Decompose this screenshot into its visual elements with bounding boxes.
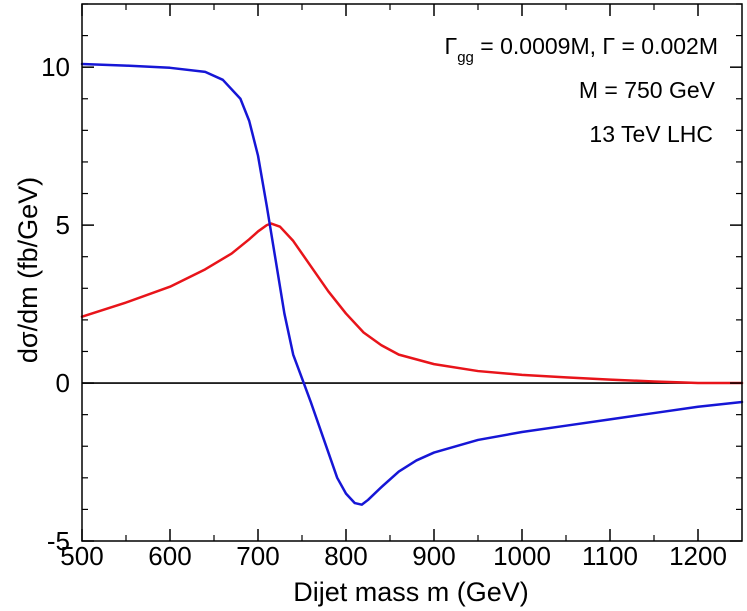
- x-tick-label: 1100: [582, 541, 638, 571]
- y-axis-label: dσ/dm (fb/GeV): [13, 177, 43, 363]
- x-tick-label: 1200: [669, 541, 727, 571]
- y-tick-label: 5: [56, 210, 70, 240]
- annotation-widths: Γgg = 0.0009M, Γ = 0.002M: [445, 33, 718, 66]
- ticks-layer: [81, 3, 742, 542]
- y-tick-label: -5: [47, 526, 70, 556]
- annotation-gamma-symbol: Γ: [445, 33, 458, 59]
- series-line-blue: [80, 62, 744, 506]
- annotation-widths-rest: = 0.0009M, Γ = 0.002M: [474, 33, 718, 59]
- annotation-energy: 13 TeV LHC: [589, 121, 713, 147]
- x-axis-label: Dijet mass m (GeV): [293, 577, 529, 607]
- x-tick-label: 600: [148, 541, 191, 571]
- y-tick-label: 0: [56, 368, 70, 398]
- plot-frame: [81, 3, 743, 542]
- x-tick-label: 500: [60, 541, 103, 571]
- x-tick-label: 900: [412, 541, 455, 571]
- x-tick-label: 1000: [493, 541, 551, 571]
- x-tick-label: 700: [236, 541, 279, 571]
- labels-layer: 500 600 700 800 900 1000 1100 1200 -5 0 5 10: [41, 52, 727, 571]
- plot-layer: [80, 62, 744, 506]
- annotation-subscript: gg: [457, 49, 474, 66]
- annotation-mass: M = 750 GeV: [579, 77, 716, 103]
- y-tick-label: 10: [41, 52, 70, 82]
- series-line-red: [80, 222, 744, 385]
- x-tick-label: 800: [324, 541, 367, 571]
